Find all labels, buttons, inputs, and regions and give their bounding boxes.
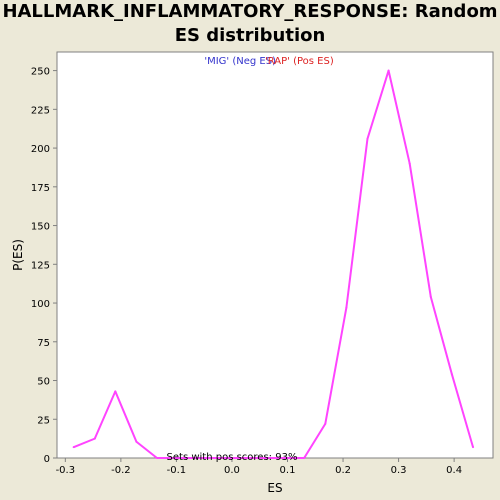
data-point [429,295,432,298]
y-tick-label: 50 [37,377,50,388]
x-axis: -0.3 -0.2 -0.1 0.0 0.1 0.2 0.3 0.4 [56,458,462,476]
plot-area [56,51,494,459]
data-point [345,306,348,309]
data-point [72,446,75,449]
data-point [387,69,390,72]
data-point [114,390,117,393]
data-point [135,440,138,443]
x-tick-label: 0.1 [280,465,296,476]
y-axis: 0 25 50 75 100 125 150 175 200 225 250 [31,67,57,465]
data-point [450,373,453,376]
y-axis-label: P(ES) [11,239,25,271]
y-tick-label: 175 [31,183,50,194]
x-tick-label: -0.2 [111,465,131,476]
data-point [472,446,475,449]
x-tick-label: 0.2 [335,465,351,476]
y-tick-label: 25 [37,415,50,426]
y-tick-label: 250 [31,67,50,78]
series-layer [72,69,475,459]
x-tick-label: -0.1 [167,465,187,476]
y-tick-label: 0 [44,454,50,465]
pos-scores-annotation: Sets with pos scores: 93% [167,452,298,463]
y-tick-label: 125 [31,260,50,271]
x-axis-label: ES [267,481,282,495]
pos-es-label: 'RAP' (Pos ES) [265,56,334,67]
data-point [93,437,96,440]
chart-title: HALLMARK_INFLAMMATORY_RESPONSE: Random E… [2,1,498,46]
y-tick-label: 100 [31,299,50,310]
y-tick-label: 75 [37,338,50,349]
x-tick-label: -0.3 [56,465,76,476]
data-point [366,137,369,140]
data-point [303,457,306,459]
y-tick-label: 200 [31,144,50,155]
data-point [408,162,411,165]
x-tick-label: 0.4 [446,465,462,476]
y-tick-label: 150 [31,222,50,233]
data-point [324,422,327,425]
series-line [73,69,474,459]
neg-es-label: 'MIG' (Neg ES) [204,56,276,67]
data-point [155,457,158,459]
y-tick-label: 225 [31,105,50,116]
x-tick-label: 0.3 [391,465,407,476]
x-tick-label: 0.0 [224,465,240,476]
